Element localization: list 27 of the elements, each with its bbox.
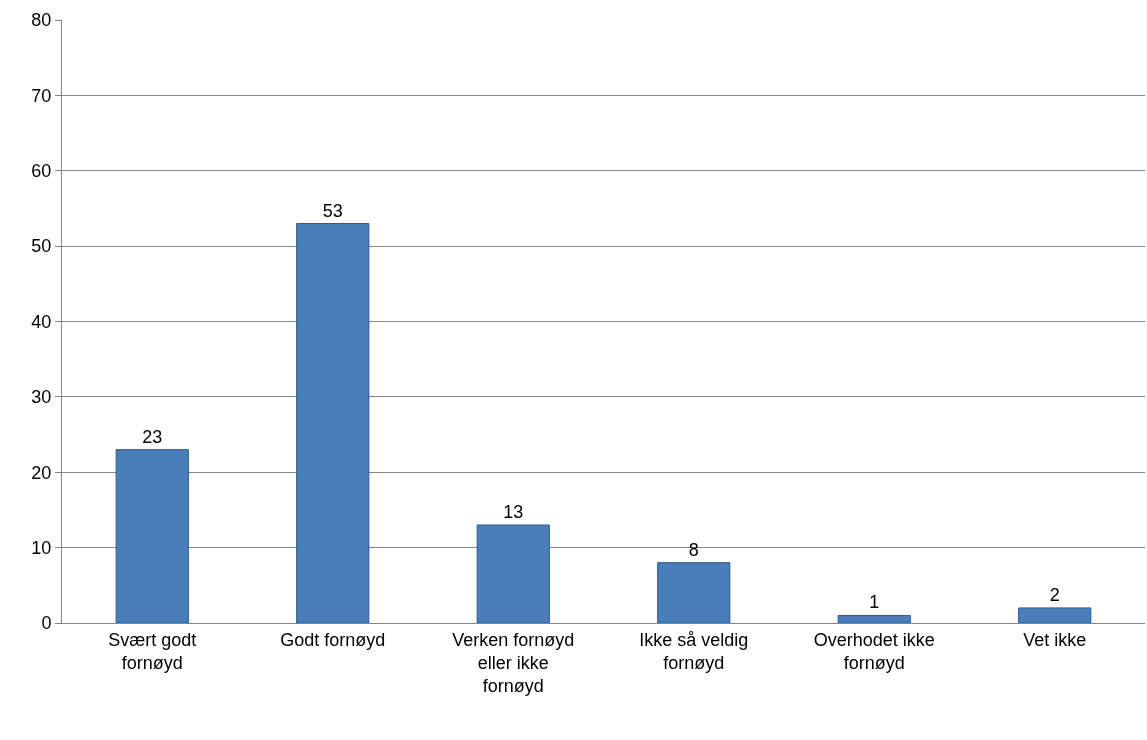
data-label: 13 [503,502,524,523]
bar [115,449,189,623]
bar [657,562,731,623]
y-tick-label: 30 [31,387,52,408]
y-tick-label: 50 [31,236,52,257]
bar [296,223,370,623]
y-tick-label: 80 [31,10,52,31]
y-tick-label: 0 [41,613,52,634]
x-tick-label: Overhodet ikke fornøyd [813,629,935,673]
data-label: 2 [1049,584,1060,605]
y-tick-label: 60 [31,161,52,182]
x-tick-label: Svært godt fornøyd [108,629,197,673]
data-label: 23 [142,426,163,447]
y-tick-label: 20 [31,462,52,483]
bar [476,524,550,623]
x-tick-label: Ikke så veldig fornøyd [639,629,749,673]
x-tick-label: Godt fornøyd [280,629,386,650]
y-tick-label: 10 [31,537,52,558]
bar [837,614,911,623]
bar [1018,607,1092,623]
x-tick-label: Verken fornøyd eller ikke fornøyd [452,629,575,697]
data-label: 1 [869,592,880,613]
x-tick-label: Vet ikke [1023,629,1087,650]
y-tick-label: 40 [31,311,52,332]
y-tick-label: 70 [31,85,52,106]
data-label: 8 [688,539,699,560]
data-label: 53 [322,200,343,221]
